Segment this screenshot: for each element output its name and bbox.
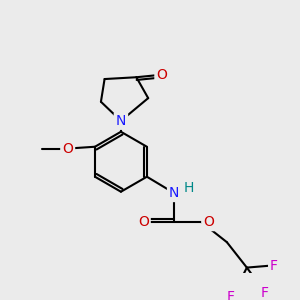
Text: H: H <box>184 181 194 195</box>
Text: O: O <box>62 142 73 156</box>
Text: N: N <box>116 114 126 128</box>
Text: N: N <box>169 186 179 200</box>
Text: O: O <box>156 68 167 83</box>
Text: F: F <box>261 286 269 300</box>
Text: O: O <box>203 215 214 229</box>
Text: F: F <box>226 290 235 300</box>
Text: O: O <box>138 215 149 229</box>
Text: F: F <box>270 259 278 273</box>
